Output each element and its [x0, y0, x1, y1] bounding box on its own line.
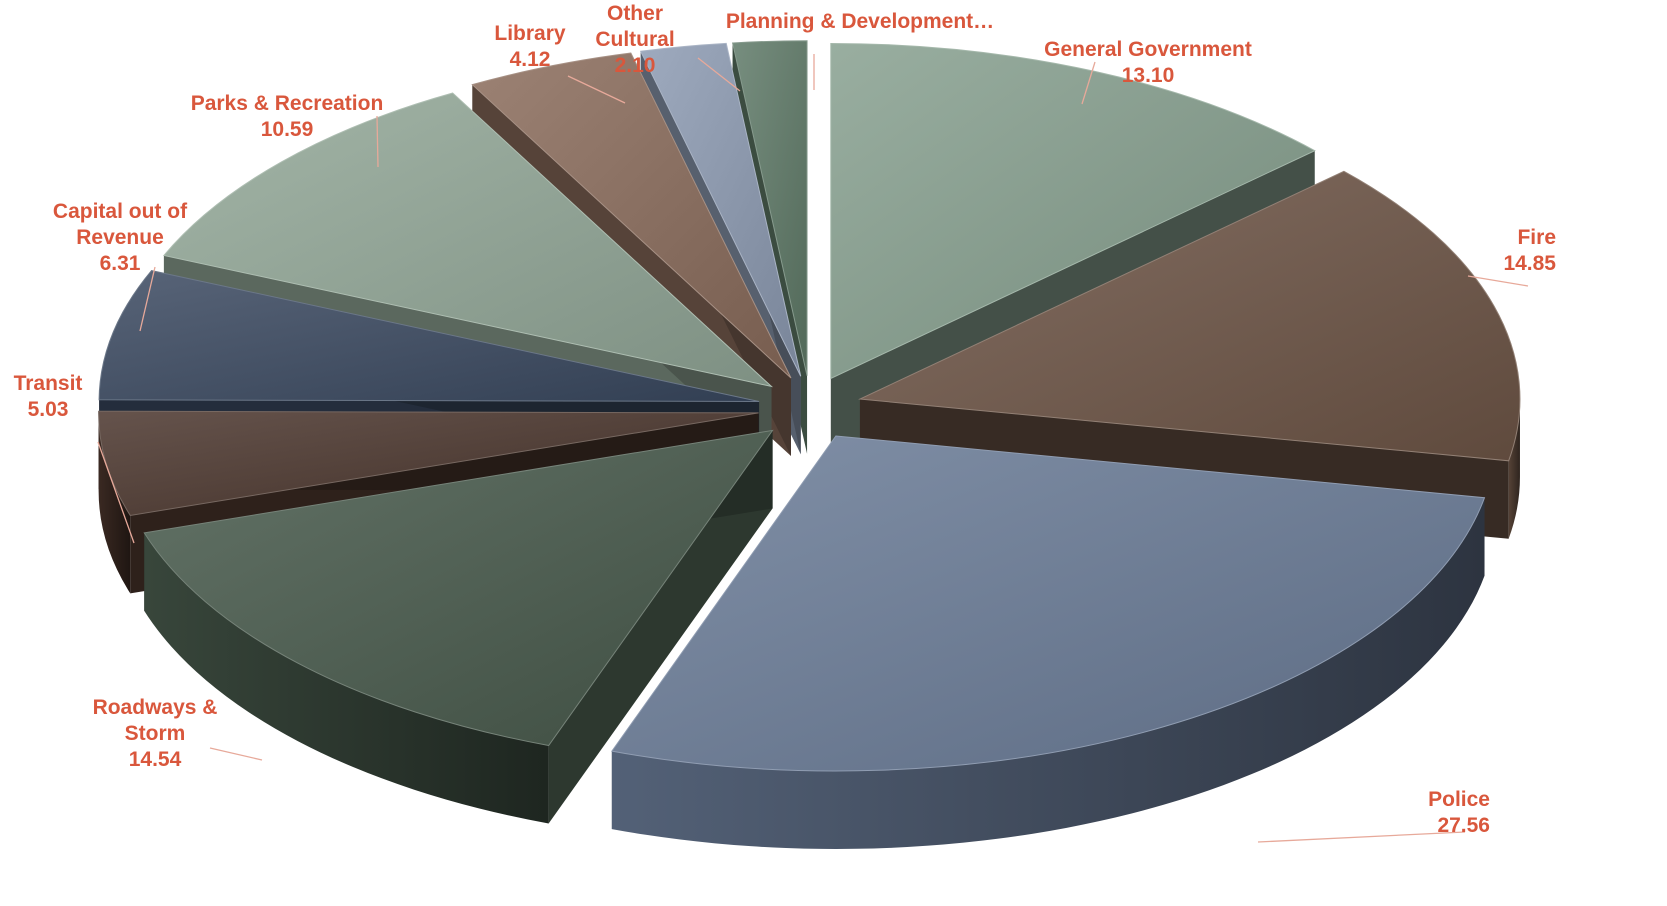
slice-rim-transit [98, 412, 131, 594]
slice-police [611, 435, 1486, 772]
label-line-planning-and-development: Planning & Development… [726, 10, 994, 33]
leader-line-roadways-and-storm [209, 747, 263, 761]
label-line-parks-and-recreation: Parks & Recreation [191, 92, 384, 115]
slice-roadways-and-storm [143, 429, 774, 747]
label-capital-out-of-revenue: Capital out of Revenue 6.31 [53, 200, 188, 275]
value-other-cultural: 2.10 [615, 54, 656, 77]
label-police: Police 27.56 [1428, 788, 1490, 837]
label-line-fire: Fire [1517, 226, 1556, 249]
value-fire: 14.85 [1503, 252, 1556, 275]
label-general-government: General Government 13.10 [1044, 38, 1252, 87]
slice-wall-roadways-and-storm-start [548, 430, 773, 824]
label-line-police: Police [1428, 788, 1490, 811]
leader-line-police [1257, 831, 1466, 843]
slice-rim-fire [1508, 399, 1520, 539]
label-line-roadways-and-storm: Storm [125, 722, 186, 745]
label-line-library: Library [494, 22, 566, 45]
value-parks-and-recreation: 10.59 [261, 118, 314, 141]
value-transit: 5.03 [28, 398, 69, 421]
label-planning-and-development: Planning & Development… [726, 10, 994, 33]
leader-line-transit [97, 441, 135, 544]
slice-library [471, 52, 792, 379]
label-transit: Transit 5.03 [14, 372, 83, 421]
leader-line-capital-out-of-revenue [139, 266, 156, 332]
slice-general-government [830, 42, 1316, 380]
slice-parks-and-recreation [162, 92, 774, 388]
leader-line-fire [1467, 275, 1529, 287]
slice-fire [858, 170, 1521, 462]
value-general-government: 13.10 [1122, 64, 1175, 87]
label-line-other-cultural: Cultural [595, 28, 674, 51]
slice-rim-roadways-and-storm [144, 532, 549, 824]
value-police: 27.56 [1437, 814, 1490, 837]
label-fire: Fire 14.85 [1503, 226, 1556, 275]
label-roadways-and-storm: Roadways & Storm 14.54 [93, 696, 218, 771]
leader-lines [97, 54, 1529, 843]
label-line-transit: Transit [14, 372, 83, 395]
label-parks-and-recreation: Parks & Recreation 10.59 [191, 92, 384, 141]
slice-rim-police [611, 497, 1485, 849]
label-line-capital-out-of-revenue: Revenue [76, 226, 164, 249]
slice-planning-and-development [731, 40, 808, 376]
value-capital-out-of-revenue: 6.31 [100, 252, 141, 275]
value-roadways-and-storm: 14.54 [129, 748, 182, 771]
leader-line-general-government [1081, 61, 1096, 105]
label-line-capital-out-of-revenue: Capital out of [53, 200, 188, 223]
value-library: 4.12 [510, 48, 551, 71]
leader-line-library [567, 75, 626, 104]
label-line-roadways-and-storm: Roadways & [93, 696, 218, 719]
leader-line-parks-and-recreation [376, 115, 379, 168]
label-other-cultural: Other Cultural 2.10 [595, 2, 674, 77]
label-line-other-cultural: Other [607, 2, 663, 25]
slice-labels: General Government 13.10 Fire 14.85 Police 27… [14, 2, 1557, 837]
leader-line-other-cultural [697, 57, 741, 92]
slice-other-cultural [639, 42, 802, 377]
slice-tops [98, 40, 1521, 772]
slice-capital-out-of-revenue [98, 270, 760, 402]
label-library: Library 4.12 [494, 22, 566, 71]
label-line-general-government: General Government [1044, 38, 1252, 61]
